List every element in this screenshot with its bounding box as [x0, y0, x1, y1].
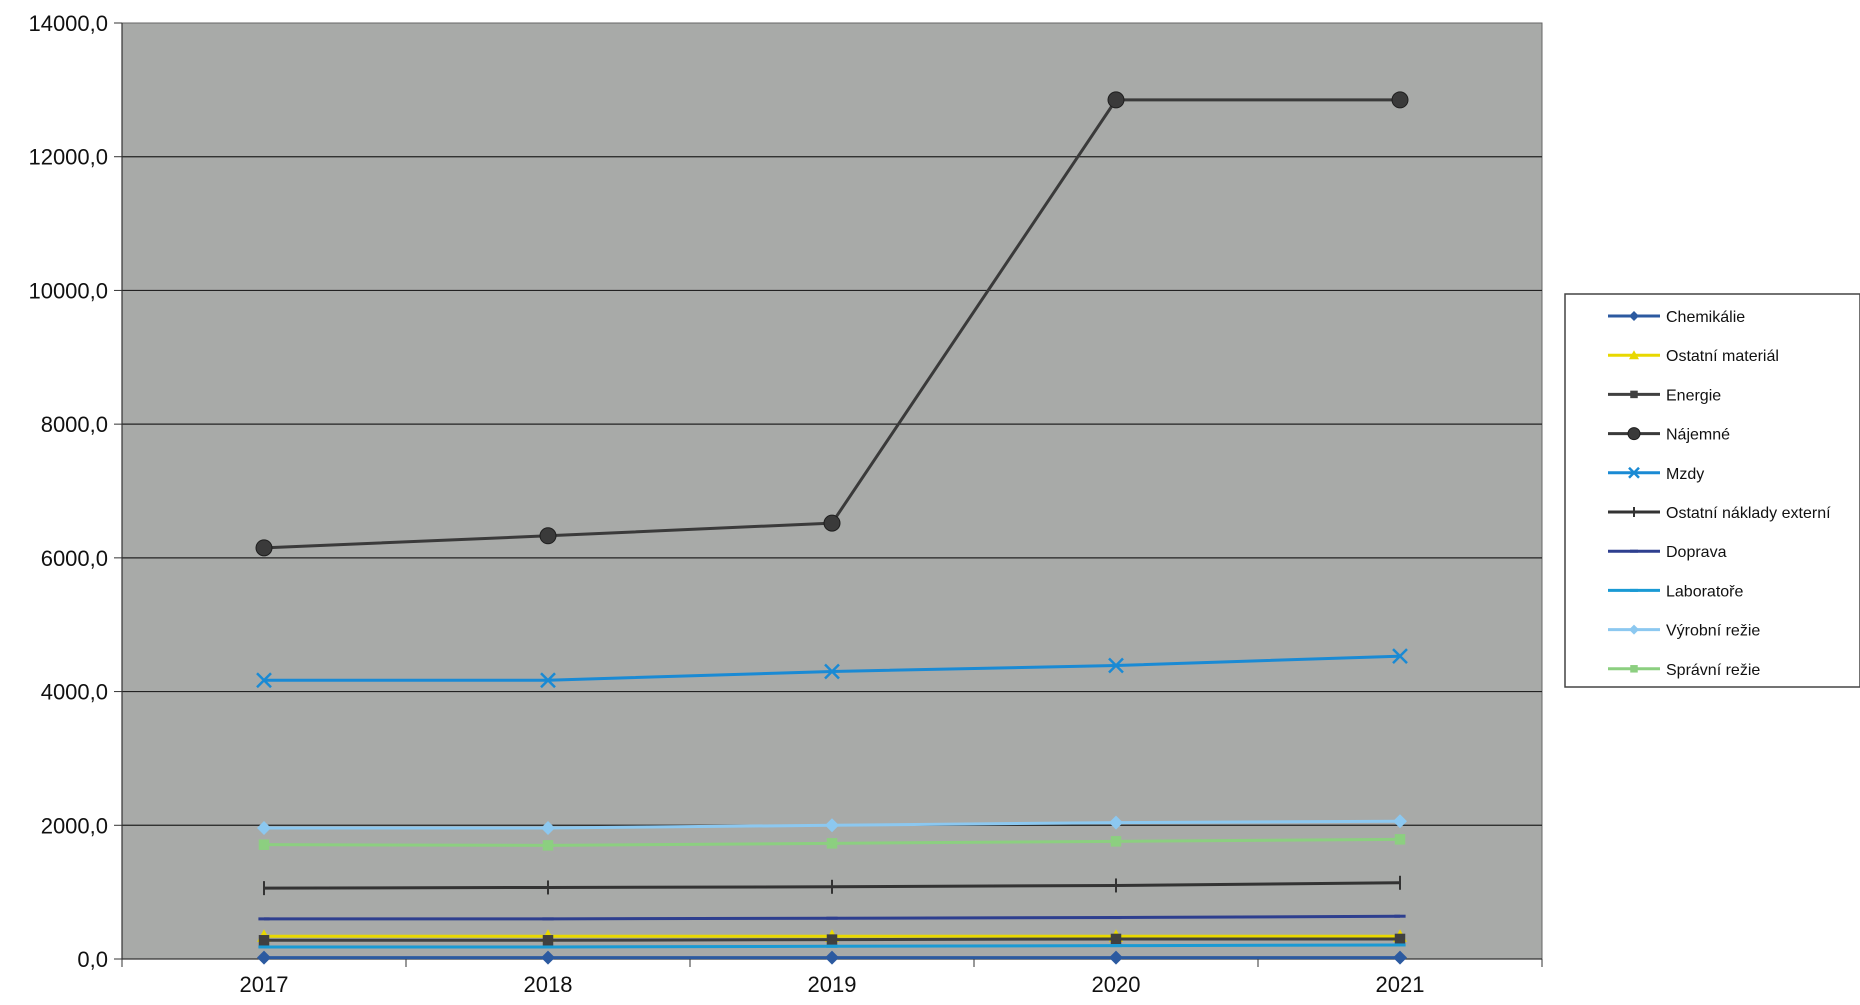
data-point [1393, 950, 1407, 965]
legend-marker [1630, 665, 1638, 673]
x-tick-label: 2020 [1092, 972, 1141, 997]
legend-entry: Nájemné [1608, 427, 1730, 444]
series-4 [256, 648, 1408, 689]
y-tick-label: 6000,0 [41, 546, 108, 571]
y-tick-label: 14000,0 [28, 11, 108, 36]
data-point [540, 672, 556, 689]
data-point [1391, 91, 1409, 109]
data-point [539, 527, 557, 545]
legend-label: Ostatní náklady externí [1666, 505, 1831, 522]
y-tick-label: 4000,0 [41, 680, 108, 705]
axes: 0,0 2000,0 4000,0 6000,0 8000,0 10000,0 12000,… [28, 11, 1543, 997]
legend-marker [1629, 350, 1639, 360]
series-3 [255, 91, 1409, 557]
data-point [541, 820, 555, 835]
series-6 [258, 914, 1406, 921]
legend-marker [1629, 624, 1639, 635]
data-point [1110, 933, 1122, 945]
legend-entry: Doprava [1608, 544, 1727, 561]
legend-marker [1628, 466, 1640, 479]
data-point [1393, 814, 1407, 829]
data-point [825, 950, 839, 965]
series-8 [257, 814, 1407, 835]
legend-label: Laboratoře [1666, 583, 1743, 600]
data-point [542, 935, 554, 946]
x-tick-label: 2021 [1376, 972, 1425, 997]
legend-marker [1629, 311, 1639, 321]
series-2 [258, 933, 1406, 946]
data-point [542, 840, 554, 851]
y-tick-label: 10000,0 [28, 278, 108, 303]
data-point [541, 950, 555, 965]
x-tick-label: 2018 [524, 972, 573, 997]
legend-entry: Energie [1608, 387, 1721, 404]
y-tick-label: 8000,0 [41, 412, 108, 437]
plot-area [121, 22, 1543, 960]
data-point [823, 514, 841, 532]
legend-entry: Chemikálie [1608, 309, 1745, 326]
y-tick-label: 0,0 [77, 947, 108, 972]
data-point [1109, 815, 1123, 830]
data-point [255, 539, 273, 557]
series-0 [257, 950, 1407, 965]
legend-entry: Mzdy [1608, 466, 1704, 483]
data-point [257, 950, 271, 965]
y-tick-label: 12000,0 [28, 145, 108, 170]
legend-box [1564, 293, 1860, 688]
legend-label: Správní režie [1666, 662, 1760, 679]
x-tick-label: 2017 [240, 972, 289, 997]
data-point [826, 838, 838, 849]
legend-label: Chemikálie [1666, 309, 1745, 326]
data-point [1394, 933, 1406, 945]
legend-label: Nájemné [1666, 427, 1730, 444]
legend-entry: Ostatní materiál [1608, 348, 1779, 365]
data-point [256, 672, 272, 689]
data-point [824, 663, 840, 680]
legend-entry: Správní režie [1608, 662, 1760, 679]
legend-label: Energie [1666, 387, 1721, 404]
data-point [1110, 836, 1122, 847]
legend-marker [1627, 427, 1641, 441]
data-point [825, 818, 839, 833]
series-7 [258, 943, 1406, 949]
x-tick-label: 2019 [808, 972, 857, 997]
legend-label: Ostatní materiál [1666, 348, 1779, 365]
legend-label: Doprava [1666, 544, 1727, 561]
data-point [258, 935, 270, 946]
legend-entry: Výrobní režie [1608, 623, 1760, 640]
legend-entry: Ostatní náklady externí [1608, 505, 1831, 522]
data-point [1394, 834, 1406, 845]
series-9 [258, 834, 1406, 851]
data-point [258, 839, 270, 850]
series-lines [255, 91, 1409, 965]
legend-marker [1630, 390, 1638, 399]
data-point [826, 934, 838, 945]
legend: Chemikálie Ostatní materiál Energie Nájemné… [1564, 293, 1860, 688]
data-point [1392, 648, 1408, 665]
data-point [1107, 91, 1125, 109]
legend-label: Mzdy [1666, 466, 1704, 483]
series-5 [263, 875, 1401, 896]
data-point [1108, 657, 1124, 674]
y-tick-label: 2000,0 [41, 813, 108, 838]
legend-entry: Laboratoře [1608, 583, 1743, 600]
data-point [1109, 950, 1123, 965]
gridlines [122, 156, 1542, 826]
data-point [257, 820, 271, 835]
legend-label: Výrobní režie [1666, 623, 1760, 640]
